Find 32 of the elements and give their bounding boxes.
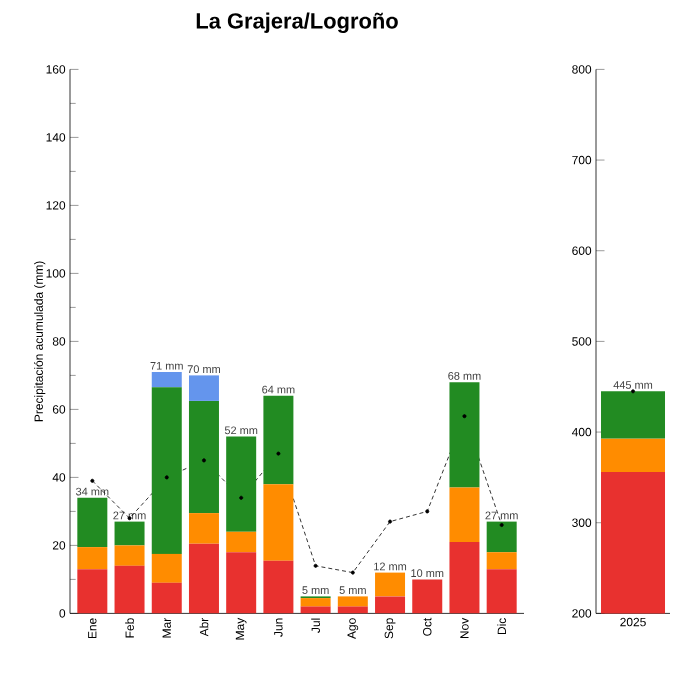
bar — [226, 552, 257, 614]
bar — [77, 569, 108, 614]
chart-title: La Grajera/Logroño — [196, 12, 398, 34]
bar — [449, 542, 480, 614]
bar — [77, 547, 108, 570]
bar — [375, 596, 406, 614]
bar — [449, 487, 480, 542]
bar — [114, 545, 145, 566]
bar — [151, 387, 182, 554]
bar — [226, 436, 257, 532]
bar — [300, 598, 331, 607]
bar — [263, 484, 294, 561]
bar — [337, 596, 368, 607]
bar — [486, 521, 517, 553]
bar — [263, 560, 294, 614]
bar — [114, 521, 145, 546]
bar — [151, 372, 182, 388]
bar — [188, 543, 219, 614]
bar — [188, 375, 219, 401]
bar — [375, 572, 406, 597]
bar — [188, 513, 219, 544]
bar — [151, 582, 182, 614]
bar — [188, 400, 219, 514]
bar — [114, 565, 145, 614]
bar — [486, 552, 517, 570]
bar — [449, 382, 480, 488]
bar — [263, 395, 294, 485]
bar — [151, 553, 182, 583]
bar — [77, 497, 108, 548]
bar — [486, 569, 517, 614]
bar — [226, 531, 257, 553]
bar — [412, 579, 443, 614]
